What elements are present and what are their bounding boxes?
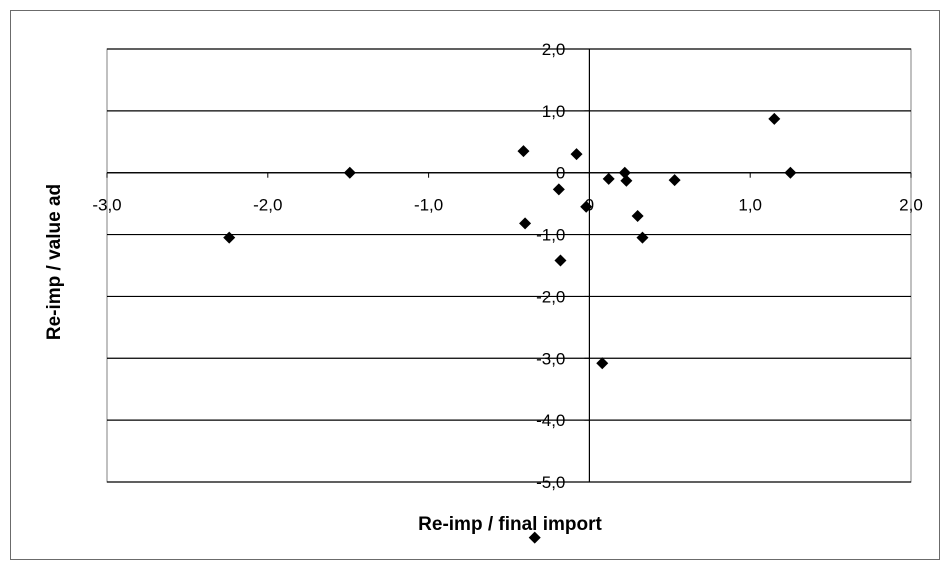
data-point bbox=[668, 174, 681, 187]
data-point bbox=[784, 166, 797, 179]
y-tick-label: -4,0 bbox=[536, 411, 565, 430]
data-point bbox=[517, 145, 530, 158]
x-tick-label: 2,0 bbox=[899, 196, 923, 215]
y-tick-label: -1,0 bbox=[536, 226, 565, 245]
data-point bbox=[596, 357, 609, 370]
data-point bbox=[343, 166, 356, 179]
data-point bbox=[768, 112, 781, 125]
data-point bbox=[580, 200, 593, 213]
y-tick-label: -5,0 bbox=[536, 473, 565, 492]
y-axis-title: Re-imp / value ad bbox=[44, 184, 65, 340]
data-point bbox=[631, 210, 644, 223]
y-tick-label: 0 bbox=[556, 164, 565, 183]
x-tick-label: 1,0 bbox=[738, 196, 762, 215]
x-axis-title: Re-imp / final import bbox=[418, 514, 602, 535]
data-points bbox=[223, 112, 797, 544]
y-tick-label: 2,0 bbox=[542, 40, 566, 59]
data-point bbox=[620, 174, 633, 187]
gridlines bbox=[107, 48, 911, 483]
y-tick-label: -2,0 bbox=[536, 287, 565, 306]
data-point bbox=[570, 148, 583, 161]
axes bbox=[107, 49, 911, 482]
y-tick-label: -3,0 bbox=[536, 349, 565, 368]
data-point bbox=[602, 172, 615, 185]
x-tick-label: -3,0 bbox=[92, 196, 121, 215]
y-tick-label: 1,0 bbox=[542, 102, 566, 121]
x-tick-label: -1,0 bbox=[414, 196, 443, 215]
data-point bbox=[528, 531, 541, 544]
data-point bbox=[552, 183, 565, 196]
x-tick-label: -2,0 bbox=[253, 196, 282, 215]
y-tick-labels: 2,0 1,0 0 -1,0 -2,0 -3,0 -4,0 -5,0 bbox=[536, 40, 590, 492]
data-point bbox=[554, 254, 567, 267]
plot-area bbox=[106, 48, 912, 483]
data-point bbox=[618, 166, 631, 179]
data-point bbox=[223, 231, 236, 244]
data-point bbox=[636, 231, 649, 244]
data-point bbox=[519, 217, 532, 230]
